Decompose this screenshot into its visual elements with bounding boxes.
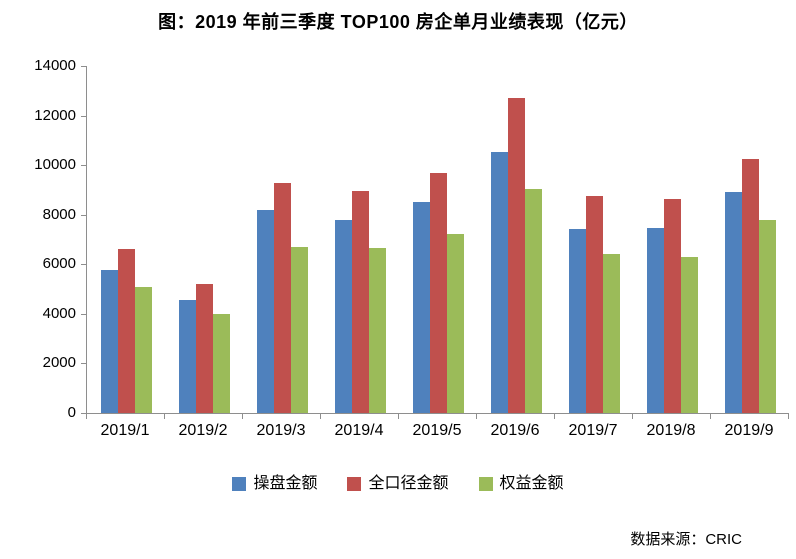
x-axis-category-label: 2019/5 bbox=[412, 422, 462, 439]
bar-segment bbox=[490, 152, 508, 413]
y-axis-tick-mark bbox=[81, 116, 86, 117]
legend-series-label: 全口径金额 bbox=[368, 475, 449, 492]
legend-item: 操盘金额 bbox=[232, 474, 317, 494]
y-axis-tick-mark bbox=[81, 363, 86, 364]
bar-group bbox=[87, 66, 165, 413]
y-axis-tick-mark bbox=[81, 215, 86, 216]
y-axis-tick-label: 8000 bbox=[42, 205, 76, 223]
data-source-note: 数据来源：CRIC bbox=[630, 531, 742, 548]
x-axis-tick-mark bbox=[788, 414, 789, 419]
bar-group bbox=[243, 66, 321, 413]
x-axis-labels: 2019/1 2019/2 2019/3 2019/4 2019/5 2019/6 2019… bbox=[86, 421, 788, 441]
bar-segment bbox=[368, 248, 386, 413]
x-axis-tick-mark bbox=[554, 414, 555, 419]
legend-series-label: 权益金额 bbox=[499, 475, 564, 492]
bar-segment bbox=[741, 158, 759, 413]
bar-segment bbox=[412, 201, 430, 413]
bar-segment bbox=[195, 284, 213, 413]
bar-group bbox=[321, 66, 399, 413]
y-axis-tick-label: 12000 bbox=[34, 106, 76, 124]
legend-color-swatch bbox=[232, 477, 247, 491]
bar-segment bbox=[568, 228, 586, 413]
x-axis-tick-mark bbox=[710, 414, 711, 419]
bar-segment bbox=[334, 220, 352, 413]
y-axis-tick-label: 0 bbox=[67, 404, 76, 421]
y-axis-tick-mark bbox=[81, 314, 86, 315]
bar-segment bbox=[134, 287, 152, 413]
chart-legend: 操盘金额 全口径金额 权益金额 bbox=[0, 474, 796, 494]
bar-segment bbox=[429, 172, 447, 413]
y-axis-tick-label: 10000 bbox=[34, 156, 76, 174]
bar-segment bbox=[602, 253, 620, 413]
x-axis-category-label: 2019/1 bbox=[100, 422, 150, 439]
bar-group bbox=[711, 66, 789, 413]
bar-group bbox=[633, 66, 711, 413]
y-axis-tick-mark bbox=[81, 413, 86, 414]
y-axis-tick-label: 14000 bbox=[34, 57, 76, 74]
y-axis-tick-label: 2000 bbox=[42, 354, 76, 372]
bar-segment bbox=[256, 210, 274, 413]
bar-segment bbox=[524, 189, 542, 413]
bar-segment bbox=[646, 228, 664, 413]
x-axis-category-label: 2019/2 bbox=[178, 422, 228, 439]
x-axis-tick-mark bbox=[398, 414, 399, 419]
x-axis-tick-mark bbox=[164, 414, 165, 419]
bar-segment bbox=[100, 269, 118, 413]
x-axis-category-label: 2019/3 bbox=[256, 422, 306, 439]
x-axis-tick-mark bbox=[86, 414, 87, 419]
bar-segment bbox=[117, 249, 135, 413]
y-axis-tick-mark bbox=[81, 66, 86, 67]
bar-group bbox=[399, 66, 477, 413]
bar-segment bbox=[758, 219, 776, 413]
legend-series-label: 操盘金额 bbox=[253, 475, 318, 492]
y-axis-tick-label: 6000 bbox=[42, 255, 76, 273]
bar-segment bbox=[273, 183, 291, 413]
bar-segment bbox=[212, 313, 230, 413]
y-axis-tick-label: 4000 bbox=[42, 304, 76, 322]
x-axis-tick-mark bbox=[320, 414, 321, 419]
bar-segment bbox=[507, 97, 525, 413]
legend-color-swatch bbox=[347, 477, 362, 491]
bar-group bbox=[477, 66, 555, 413]
bar-group bbox=[555, 66, 633, 413]
x-axis-tick-mark bbox=[476, 414, 477, 419]
legend-color-swatch bbox=[478, 477, 493, 491]
bar-group bbox=[165, 66, 243, 413]
x-axis-category-label: 2019/6 bbox=[490, 422, 540, 439]
legend-item: 全口径金额 bbox=[347, 474, 449, 494]
x-axis-category-label: 2019/9 bbox=[724, 422, 774, 439]
y-axis-tick-mark bbox=[81, 165, 86, 166]
bar-segment bbox=[178, 299, 196, 413]
chart-title: 图：2019 年前三季度 TOP100 房企单月业绩表现（亿元） bbox=[158, 12, 638, 32]
x-axis-category-label: 2019/8 bbox=[646, 422, 696, 439]
bar-segment bbox=[680, 257, 698, 413]
bar-segment bbox=[290, 247, 308, 413]
bar-segment bbox=[585, 196, 603, 413]
x-axis-tick-mark bbox=[632, 414, 633, 419]
bar-segment bbox=[663, 199, 681, 413]
x-axis-category-label: 2019/7 bbox=[568, 422, 618, 439]
bar-groups bbox=[87, 66, 789, 413]
y-axis-tick-mark bbox=[81, 264, 86, 265]
bar-segment bbox=[351, 191, 369, 413]
legend-item: 权益金额 bbox=[478, 474, 564, 494]
plot-area bbox=[86, 66, 789, 414]
bar-segment bbox=[446, 234, 464, 413]
x-axis-category-label: 2019/4 bbox=[334, 422, 384, 439]
x-axis-tick-mark bbox=[242, 414, 243, 419]
bar-segment bbox=[724, 192, 742, 413]
